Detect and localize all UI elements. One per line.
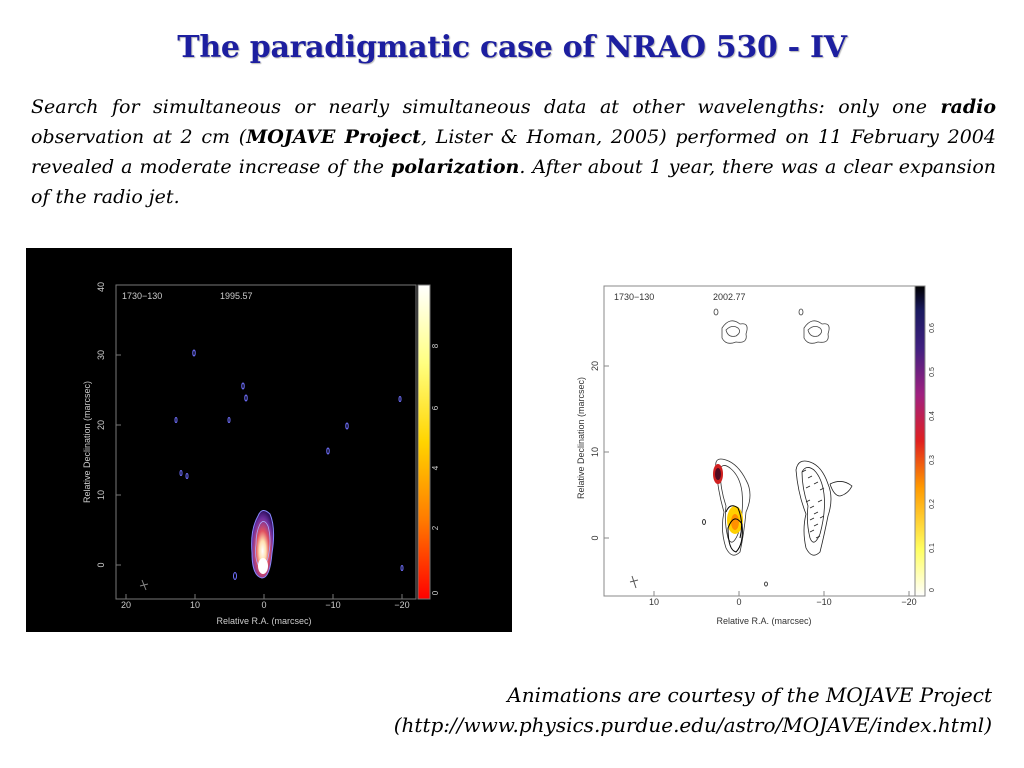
x-tick-label: 20	[121, 600, 131, 610]
y-axis-label: Relative Declination (marcsec)	[576, 377, 586, 499]
body-paragraph: Search for simultaneous or nearly simult…	[31, 92, 996, 212]
y-axis-label: Relative Declination (marcsec)	[82, 381, 92, 503]
beam-marker	[139, 579, 149, 591]
y-tick-label: 10	[96, 490, 106, 500]
x-tick-label: −20	[901, 597, 916, 607]
y-tick-label: 10	[590, 447, 600, 457]
source-label: 1730−130	[614, 292, 654, 302]
colorbar-tick-label: 0.3	[929, 455, 936, 465]
colorbar-tick-label: 8	[431, 343, 440, 348]
faint-contours	[174, 349, 404, 580]
colorbar	[914, 285, 926, 597]
plot-frame	[603, 285, 925, 597]
epoch-label: 2002.77	[713, 292, 746, 302]
colorbar-tick-label: 0.4	[929, 411, 936, 421]
emphasis-mojave: MOJAVE Project	[246, 126, 421, 148]
text-segment: . After about 1 year, there was a clear …	[31, 156, 996, 208]
colorbar-tick-label: 0.1	[929, 543, 936, 553]
x-tick-label: 0	[736, 597, 741, 607]
emphasis-polarization: polarization	[391, 156, 520, 178]
beam-marker	[629, 575, 639, 589]
x-tick-label: −20	[394, 600, 409, 610]
colorbar-tick-label: 4	[431, 465, 440, 470]
radio-jet	[702, 458, 751, 556]
x-axis-label: Relative R.A. (marcsec)	[216, 616, 311, 626]
y-tick-label: 20	[96, 420, 106, 430]
vlbi-map-1995: 1730−130 1995.57 0 10 20 30 40 20 10 0 −…	[26, 248, 512, 632]
colorbar-tick-label: 0	[929, 588, 936, 592]
y-tick-label: 20	[590, 361, 600, 371]
credit-url: (http://www.physics.purdue.edu/astro/MOJ…	[393, 713, 992, 737]
x-tick-label: 0	[261, 600, 266, 610]
y-tick-label: 0	[96, 562, 106, 567]
colorbar-tick-label: 6	[431, 405, 440, 410]
vlbi-map-2002: 1730−130 2002.77 0 10 20 10 0 −10 −20 Re…	[558, 272, 966, 632]
source-label: 1730−130	[122, 291, 162, 301]
epoch-label: 1995.57	[220, 291, 253, 301]
text-segment: observation at 2 cm (	[31, 126, 247, 148]
plot-frame	[115, 284, 417, 600]
colorbar-tick-label: 0	[431, 590, 440, 595]
x-tick-label: −10	[816, 597, 831, 607]
emphasis-radio: radio	[940, 96, 997, 118]
credit-line: Animations are courtesy of the MOJAVE Pr…	[507, 683, 992, 707]
slide-title: The paradigmatic case of NRAO 530 - IV	[177, 30, 847, 65]
x-tick-label: −10	[325, 600, 340, 610]
y-tick-label: 40	[96, 282, 106, 292]
colorbar-tick-label: 0.6	[929, 323, 936, 333]
text-segment: , Lister & Homan, 2005) performed on 11 …	[31, 126, 996, 178]
x-tick-label: 10	[649, 597, 659, 607]
x-axis-label: Relative R.A. (marcsec)	[716, 616, 811, 626]
upper-contours	[713, 308, 830, 344]
radio-jet	[251, 510, 275, 579]
text-segment: Search for simultaneous or nearly simult…	[31, 96, 941, 118]
colorbar-tick-label: 2	[431, 525, 440, 530]
credit-note: Animations are courtesy of the MOJAVE Pr…	[394, 680, 992, 740]
colorbar	[417, 284, 431, 600]
colorbar-tick-label: 0.2	[929, 499, 936, 509]
polarization-vectors	[795, 460, 853, 556]
y-tick-label: 0	[590, 535, 600, 540]
colorbar-tick-label: 0.5	[929, 367, 936, 377]
x-tick-label: 10	[190, 600, 200, 610]
y-tick-label: 30	[96, 350, 106, 360]
